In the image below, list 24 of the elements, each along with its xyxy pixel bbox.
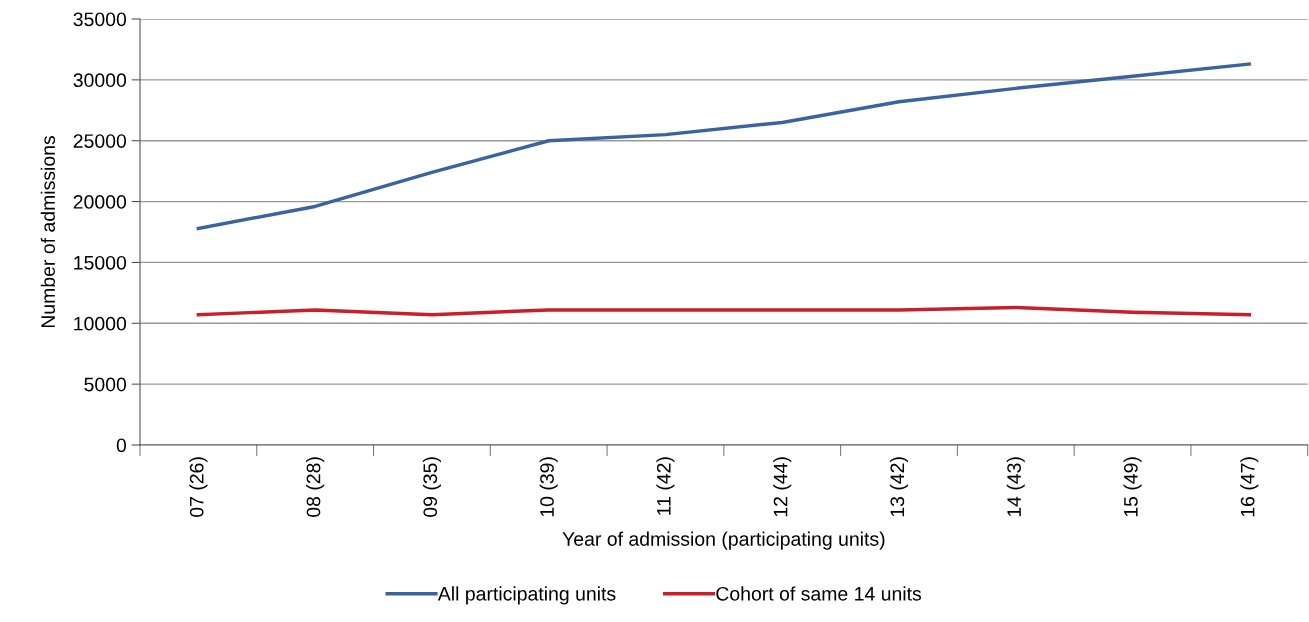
legend-label: All participating units <box>437 586 616 605</box>
x-tick-label: 09 (35) <box>422 457 441 517</box>
x-tick-label: 14 (43) <box>1006 457 1025 517</box>
line-series <box>196 62 1252 231</box>
y-tick-label: 20000 <box>73 195 127 209</box>
x-tick-label: 11 (42) <box>656 457 675 515</box>
y-tick-label: 5000 <box>84 377 127 392</box>
legend-label: Cohort of same 14 units <box>716 586 922 601</box>
x-tick-label: 15 (49) <box>1123 457 1142 517</box>
y-tick-label: 15000 <box>74 255 127 270</box>
x-tick-label: 10 (39) <box>539 457 558 517</box>
y-axis-title: Number of admissions <box>40 135 56 328</box>
x-tick-label: 12 (44) <box>773 457 792 517</box>
x-axis-title: Year of admission (participating units) <box>562 531 885 550</box>
line-series <box>196 305 1252 317</box>
y-tick-label: 10000 <box>74 316 127 331</box>
x-tick-label: 07 (26) <box>189 457 208 517</box>
y-tick-label: 35000 <box>73 12 127 27</box>
y-tick-label: 25000 <box>73 134 127 148</box>
x-tick-label: 13 (42) <box>889 457 909 517</box>
y-tick-label: 30000 <box>73 73 127 88</box>
y-tick-label: 0 <box>116 438 127 453</box>
x-tick-label: 16 (47) <box>1240 457 1259 517</box>
x-tick-label: 08 (28) <box>306 457 325 517</box>
